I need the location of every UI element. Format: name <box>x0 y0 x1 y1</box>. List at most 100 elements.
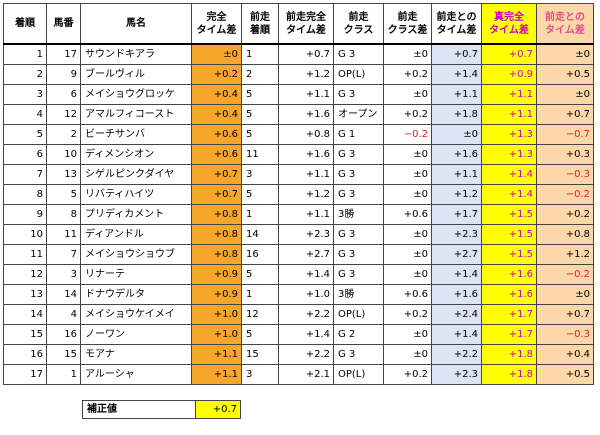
header-cell-true-time-diff[interactable]: 真完全 タイム差 <box>481 3 537 45</box>
vs-prev-time-diff-cell[interactable]: +1.2 <box>431 184 482 205</box>
delta-vs-prev-cell[interactable]: +0.4 <box>536 344 594 365</box>
prev-finish-cell[interactable]: 5 <box>241 184 279 205</box>
prev-class-cell[interactable]: OP(L) <box>333 304 384 325</box>
prev-class-diff-cell[interactable]: −0.2 <box>383 124 432 145</box>
header-cell-vs-prev-time-diff[interactable]: 前走との タイム差 <box>431 3 482 45</box>
true-time-diff-cell[interactable]: +1.5 <box>481 244 537 265</box>
prev-class-diff-cell[interactable]: ±0 <box>383 144 432 165</box>
delta-vs-prev-cell[interactable]: −0.7 <box>536 124 594 145</box>
horse-number-cell[interactable]: 14 <box>46 284 81 305</box>
horse-number-cell[interactable]: 6 <box>46 84 81 105</box>
horse-name-cell[interactable]: モアナ <box>80 344 192 365</box>
prev-time-diff-cell[interactable]: +2.1 <box>278 364 334 385</box>
delta-vs-prev-cell[interactable]: ±0 <box>536 284 594 305</box>
prev-time-diff-cell[interactable]: +0.7 <box>278 43 334 65</box>
prev-class-diff-cell[interactable]: +0.6 <box>383 284 432 305</box>
horse-number-cell[interactable]: 17 <box>46 43 81 65</box>
prev-class-cell[interactable]: G 2 <box>333 324 384 345</box>
true-time-diff-cell[interactable]: +1.3 <box>481 124 537 145</box>
finish-cell[interactable]: 2 <box>3 64 47 85</box>
prev-time-diff-cell[interactable]: +1.1 <box>278 84 334 105</box>
prev-class-cell[interactable]: G 3 <box>333 164 384 185</box>
prev-time-diff-cell[interactable]: +1.0 <box>278 284 334 305</box>
time-diff-cell[interactable]: +0.9 <box>191 264 242 285</box>
time-diff-cell[interactable]: +0.2 <box>191 64 242 85</box>
horse-name-cell[interactable]: ブールヴィル <box>80 64 192 85</box>
vs-prev-time-diff-cell[interactable]: ±0 <box>431 124 482 145</box>
time-diff-cell[interactable]: +0.4 <box>191 84 242 105</box>
horse-name-cell[interactable]: シゲルピンクダイヤ <box>80 164 192 185</box>
prev-finish-cell[interactable]: 1 <box>241 284 279 305</box>
vs-prev-time-diff-cell[interactable]: +2.7 <box>431 244 482 265</box>
delta-vs-prev-cell[interactable]: +1.2 <box>536 244 594 265</box>
prev-time-diff-cell[interactable]: +1.4 <box>278 324 334 345</box>
delta-vs-prev-cell[interactable]: +0.8 <box>536 224 594 245</box>
header-cell-prev-time-diff[interactable]: 前走完全 タイム差 <box>278 3 334 45</box>
horse-name-cell[interactable]: アルーシャ <box>80 364 192 385</box>
prev-finish-cell[interactable]: 5 <box>241 104 279 125</box>
true-time-diff-cell[interactable]: +1.4 <box>481 164 537 185</box>
prev-class-cell[interactable]: 3勝 <box>333 204 384 225</box>
prev-time-diff-cell[interactable]: +2.7 <box>278 244 334 265</box>
time-diff-cell[interactable]: +1.1 <box>191 364 242 385</box>
prev-class-diff-cell[interactable]: +0.2 <box>383 364 432 385</box>
header-cell-horse-number[interactable]: 馬番 <box>46 3 81 45</box>
prev-class-cell[interactable]: オープン <box>333 104 384 125</box>
true-time-diff-cell[interactable]: +1.8 <box>481 344 537 365</box>
horse-name-cell[interactable]: メイショウグロッケ <box>80 84 192 105</box>
horse-name-cell[interactable]: ノーワン <box>80 324 192 345</box>
horse-number-cell[interactable]: 10 <box>46 144 81 165</box>
horse-name-cell[interactable]: ディメンシオン <box>80 144 192 165</box>
time-diff-cell[interactable]: +0.8 <box>191 224 242 245</box>
true-time-diff-cell[interactable]: +1.5 <box>481 224 537 245</box>
horse-number-cell[interactable]: 2 <box>46 124 81 145</box>
finish-cell[interactable]: 8 <box>3 184 47 205</box>
delta-vs-prev-cell[interactable]: ±0 <box>536 43 594 65</box>
prev-class-cell[interactable]: G 3 <box>333 43 384 65</box>
delta-vs-prev-cell[interactable]: −0.2 <box>536 264 594 285</box>
horse-name-cell[interactable]: メイショウケイメイ <box>80 304 192 325</box>
prev-class-diff-cell[interactable]: ±0 <box>383 84 432 105</box>
horse-number-cell[interactable]: 8 <box>46 204 81 225</box>
prev-class-diff-cell[interactable]: ±0 <box>383 244 432 265</box>
horse-number-cell[interactable]: 3 <box>46 264 81 285</box>
horse-name-cell[interactable]: メイショウショウブ <box>80 244 192 265</box>
finish-cell[interactable]: 17 <box>3 364 47 385</box>
prev-class-diff-cell[interactable]: +0.6 <box>383 204 432 225</box>
prev-finish-cell[interactable]: 5 <box>241 84 279 105</box>
delta-vs-prev-cell[interactable]: +0.5 <box>536 364 594 385</box>
prev-class-diff-cell[interactable]: ±0 <box>383 43 432 65</box>
header-cell-prev-class[interactable]: 前走 クラス <box>333 3 384 45</box>
horse-number-cell[interactable]: 7 <box>46 244 81 265</box>
prev-class-diff-cell[interactable]: ±0 <box>383 224 432 245</box>
header-cell-prev-class-diff[interactable]: 前走 クラス差 <box>383 3 432 45</box>
horse-name-cell[interactable]: サウンドキアラ <box>80 43 192 65</box>
prev-time-diff-cell[interactable]: +0.8 <box>278 124 334 145</box>
delta-vs-prev-cell[interactable]: ±0 <box>536 84 594 105</box>
true-time-diff-cell[interactable]: +1.8 <box>481 364 537 385</box>
time-diff-cell[interactable]: +1.0 <box>191 304 242 325</box>
time-diff-cell[interactable]: +0.8 <box>191 244 242 265</box>
vs-prev-time-diff-cell[interactable]: +1.1 <box>431 164 482 185</box>
horse-number-cell[interactable]: 1 <box>46 364 81 385</box>
finish-cell[interactable]: 4 <box>3 104 47 125</box>
prev-class-diff-cell[interactable]: ±0 <box>383 324 432 345</box>
vs-prev-time-diff-cell[interactable]: +1.6 <box>431 284 482 305</box>
correction-label[interactable]: 補正値 <box>82 400 196 419</box>
prev-finish-cell[interactable]: 3 <box>241 364 279 385</box>
finish-cell[interactable]: 10 <box>3 224 47 245</box>
finish-cell[interactable]: 1 <box>3 43 47 65</box>
time-diff-cell[interactable]: +0.7 <box>191 184 242 205</box>
delta-vs-prev-cell[interactable]: +0.3 <box>536 144 594 165</box>
time-diff-cell[interactable]: +0.6 <box>191 124 242 145</box>
vs-prev-time-diff-cell[interactable]: +1.7 <box>431 204 482 225</box>
time-diff-cell[interactable]: +0.9 <box>191 284 242 305</box>
prev-finish-cell[interactable]: 1 <box>241 204 279 225</box>
header-cell-delta-vs-prev[interactable]: 前走との タイム差 <box>536 3 594 45</box>
time-diff-cell[interactable]: +0.6 <box>191 144 242 165</box>
horse-number-cell[interactable]: 13 <box>46 164 81 185</box>
prev-class-diff-cell[interactable]: +0.2 <box>383 104 432 125</box>
vs-prev-time-diff-cell[interactable]: +1.4 <box>431 264 482 285</box>
header-cell-horse-name[interactable]: 馬名 <box>80 3 192 45</box>
prev-time-diff-cell[interactable]: +2.2 <box>278 304 334 325</box>
